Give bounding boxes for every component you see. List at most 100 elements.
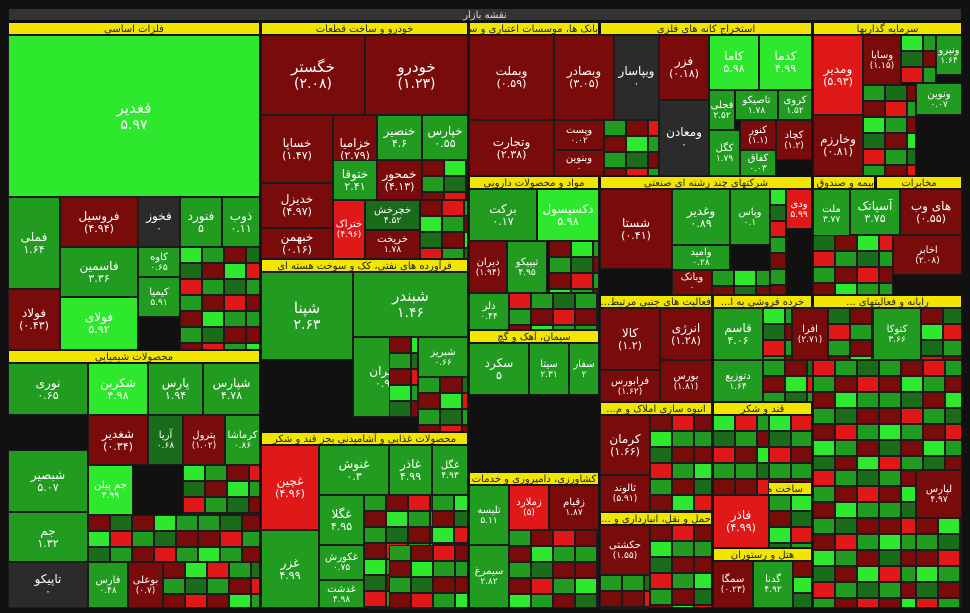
symbol-tile[interactable]: فارس ۰.۴۸ [88, 562, 128, 608]
symbol-tile-small[interactable] [835, 550, 857, 566]
symbol-tile-small[interactable] [813, 283, 835, 295]
symbol-tile-small[interactable] [597, 293, 599, 309]
symbol-tile-small[interactable] [509, 293, 531, 309]
symbol-tile-small[interactable] [857, 392, 879, 408]
symbol-tile[interactable]: سفار ۲ [569, 343, 599, 395]
symbol-tile-small[interactable] [224, 311, 246, 327]
symbol-tile-small[interactable] [650, 495, 672, 511]
symbol-tile-small[interactable] [793, 577, 812, 593]
symbol-tile[interactable]: زقیام ۱.۸۷ [549, 485, 599, 530]
symbol-tile[interactable]: کرماشا ۰.۸۶ [225, 415, 260, 465]
symbol-tile-small[interactable] [813, 456, 835, 470]
symbol-tile-small[interactable] [672, 541, 694, 557]
symbol-tile-small[interactable] [850, 308, 872, 324]
symbol-tile-small[interactable] [650, 463, 672, 479]
symbol-tile[interactable]: ختوقا ۲.۴۱ [333, 160, 377, 200]
symbol-tile-small[interactable] [713, 431, 735, 447]
symbol-tile-small[interactable] [712, 270, 734, 286]
symbol-tile[interactable]: سیمرغ ۲.۸۲ [469, 545, 509, 608]
symbol-tile-small[interactable] [770, 269, 786, 285]
symbol-tile-small[interactable] [205, 513, 227, 515]
symbol-tile-small[interactable] [907, 149, 916, 165]
symbol-tile-small[interactable] [549, 241, 571, 257]
symbol-tile[interactable]: شبصیر ۵.۰۷ [8, 450, 88, 512]
symbol-tile-small[interactable] [455, 545, 468, 561]
symbol-tile-small[interactable] [938, 518, 960, 534]
symbol-tile-small[interactable] [713, 463, 735, 479]
sector-header[interactable]: محصولات غذایی و آشامیدنی بجز قند و شکر [261, 432, 468, 445]
symbol-tile-small[interactable] [694, 447, 712, 463]
symbol-tile-small[interactable] [110, 515, 132, 531]
symbol-tile-small[interactable] [757, 431, 769, 447]
symbol-tile-small[interactable] [923, 440, 945, 456]
symbol-tile[interactable]: ذوب ۰.۱۱ [222, 197, 260, 247]
symbol-tile-small[interactable] [650, 541, 672, 557]
symbol-tile-small[interactable] [249, 513, 260, 515]
symbol-tile-small[interactable] [246, 247, 260, 263]
symbol-tile-small[interactable] [835, 470, 857, 486]
symbol-tile[interactable]: فخوز ۰ [138, 197, 180, 247]
symbol-tile-small[interactable] [442, 216, 464, 232]
symbol-tile-small[interactable] [531, 594, 553, 608]
symbol-tile-small[interactable] [835, 598, 857, 608]
symbol-tile-small[interactable] [921, 356, 943, 360]
symbol-tile-small[interactable] [202, 263, 224, 279]
symbol-tile-small[interactable] [202, 279, 224, 295]
symbol-tile-small[interactable] [835, 502, 857, 518]
symbol-tile-small[interactable] [872, 324, 874, 340]
symbol-tile-small[interactable] [916, 582, 938, 598]
symbol-tile-small[interactable] [901, 518, 916, 534]
symbol-tile-small[interactable] [735, 447, 757, 463]
symbol-tile-small[interactable] [945, 376, 962, 392]
symbol-tile[interactable]: کاما ۵.۹۸ [709, 35, 759, 90]
symbol-tile-small[interactable] [672, 525, 694, 541]
symbol-tile-small[interactable] [770, 237, 786, 253]
symbol-tile[interactable]: جم ۱.۳۲ [8, 512, 88, 562]
symbol-tile-small[interactable] [442, 232, 464, 248]
symbol-tile[interactable]: کروی ۱.۵۲ [778, 90, 812, 120]
symbol-tile-small[interactable] [648, 152, 659, 168]
symbol-tile[interactable]: پترول (۱.۰۲) [183, 415, 225, 465]
symbol-tile[interactable]: فولاد (۰.۴۳) [8, 289, 60, 350]
symbol-tile-small[interactable] [923, 424, 945, 440]
symbol-tile-small[interactable] [553, 530, 575, 546]
symbol-tile-small[interactable] [198, 531, 220, 547]
symbol-tile-small[interactable] [769, 527, 791, 543]
symbol-tile-small[interactable] [923, 51, 936, 67]
symbol-tile-small[interactable] [901, 534, 916, 550]
symbol-tile-small[interactable] [960, 534, 962, 550]
symbol-tile-small[interactable] [154, 547, 176, 562]
symbol-tile-small[interactable] [916, 598, 938, 608]
symbol-tile[interactable]: غزر ۴.۹۹ [261, 530, 319, 608]
symbol-tile[interactable]: دیران (۱.۹۴) [469, 241, 507, 293]
symbol-tile-small[interactable] [242, 547, 260, 562]
symbol-tile-small[interactable] [207, 594, 229, 608]
symbol-tile-small[interactable] [694, 605, 712, 608]
symbol-tile-small[interactable] [466, 176, 468, 192]
symbol-tile-small[interactable] [835, 456, 857, 470]
sector-header[interactable]: سرمایه گذاریها [813, 22, 962, 35]
symbol-tile-small[interactable] [183, 497, 205, 513]
symbol-tile-small[interactable] [626, 120, 648, 136]
symbol-tile-small[interactable] [180, 295, 202, 311]
symbol-tile-small[interactable] [785, 360, 807, 376]
symbol-tile-small[interactable] [835, 440, 857, 456]
symbol-tile-small[interactable] [770, 221, 786, 237]
symbol-tile-small[interactable] [251, 594, 260, 608]
symbol-tile-small[interactable] [835, 518, 857, 534]
symbol-tile[interactable]: سمگا (۰.۲۳) [713, 561, 753, 608]
symbol-tile-small[interactable] [901, 392, 923, 408]
symbol-tile-small[interactable] [604, 168, 626, 176]
symbol-tile-small[interactable] [857, 424, 879, 440]
symbol-tile-small[interactable] [907, 101, 916, 117]
symbol-tile-small[interactable] [813, 440, 835, 456]
symbol-tile-small[interactable] [813, 424, 835, 440]
symbol-tile-small[interactable] [650, 525, 672, 541]
symbol-tile[interactable]: وتجارت (۲.۳۸) [469, 120, 554, 176]
symbol-tile-small[interactable] [813, 502, 835, 518]
symbol-tile-small[interactable] [863, 133, 885, 149]
symbol-tile-small[interactable] [672, 605, 694, 608]
symbol-tile-small[interactable] [220, 515, 242, 531]
symbol-tile-small[interactable] [575, 594, 597, 608]
symbol-tile-small[interactable] [432, 527, 454, 543]
